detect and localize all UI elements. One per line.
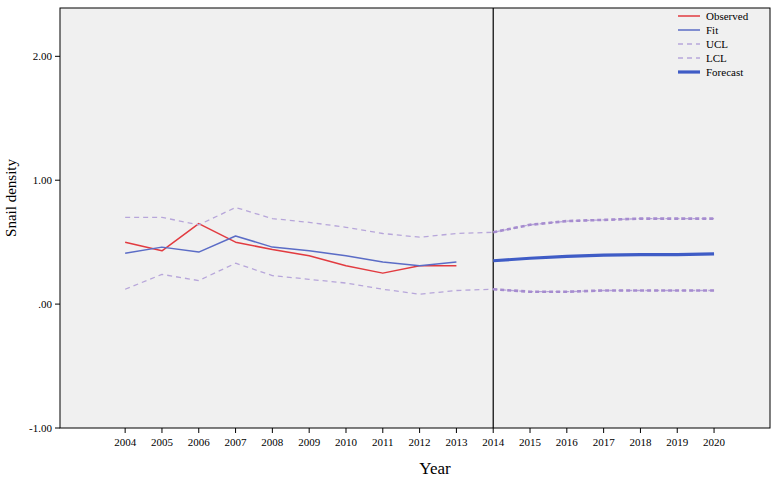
forecast-start-line (493, 8, 494, 428)
series-line (125, 263, 714, 294)
series-line (125, 207, 714, 237)
x-tick (566, 428, 567, 433)
y-tick-label: 1.00 (33, 174, 53, 186)
x-tick-label: 2018 (629, 436, 652, 448)
x-tick (419, 428, 420, 433)
forecast-bound-overlay (493, 219, 714, 233)
x-tick-label: 2017 (593, 436, 616, 448)
x-tick-label: 2006 (188, 436, 211, 448)
x-tick-label: 2005 (151, 436, 174, 448)
legend-label: Fit (706, 24, 718, 36)
legend-swatch (678, 57, 700, 58)
x-tick-label: 2020 (703, 436, 726, 448)
x-tick (456, 428, 457, 433)
x-tick-label: 2013 (445, 436, 468, 448)
series-line (125, 224, 456, 274)
y-axis-title: Snail density (3, 159, 19, 237)
y-tick (55, 428, 60, 429)
series-line (493, 254, 714, 261)
x-tick (309, 428, 310, 433)
legend-label: UCL (706, 38, 728, 50)
x-tick (235, 428, 236, 433)
x-tick-label: 2008 (261, 436, 284, 448)
chart: -1.00 .00 1.00 2.00 2004 2005 2006 2007 2008 2009… (0, 0, 777, 489)
x-tick (640, 428, 641, 433)
x-tick (382, 428, 383, 433)
series-line (125, 236, 456, 266)
x-tick (603, 428, 604, 433)
x-axis-title: Year (419, 459, 451, 478)
legend-swatch (678, 70, 700, 73)
legend-swatch (678, 43, 700, 44)
x-tick (530, 428, 531, 433)
y-tick (55, 56, 60, 57)
x-tick-label: 2010 (335, 436, 358, 448)
x-tick (198, 428, 199, 433)
x-tick-label: 2012 (409, 436, 431, 448)
x-tick (714, 428, 715, 433)
y-tick-label: .00 (38, 298, 52, 310)
x-tick-label: 2011 (372, 436, 394, 448)
x-tick (677, 428, 678, 433)
legend-label: Forecast (706, 66, 743, 78)
x-tick (161, 428, 162, 433)
x-tick-label: 2015 (519, 436, 542, 448)
y-tick-label: 2.00 (33, 50, 53, 62)
x-tick-label: 2019 (666, 436, 689, 448)
legend-swatch (678, 15, 700, 17)
legend-label: Observed (706, 10, 749, 22)
legend-label: LCL (706, 52, 727, 64)
y-tick (55, 180, 60, 181)
legend-swatch (678, 29, 700, 31)
legend: Observed Fit UCL LCL Forecast (678, 10, 749, 78)
x-tick-label: 2014 (482, 436, 505, 448)
x-tick (345, 428, 346, 433)
plot-marks (125, 8, 714, 428)
x-tick (125, 428, 126, 433)
plot-area (60, 8, 770, 428)
x-tick (493, 428, 494, 433)
y-tick (55, 304, 60, 305)
x-tick-label: 2016 (556, 436, 579, 448)
x-tick (272, 428, 273, 433)
x-tick-label: 2007 (225, 436, 248, 448)
x-tick-label: 2004 (114, 436, 137, 448)
x-tick-label: 2009 (298, 436, 321, 448)
forecast-bound-overlay (493, 289, 714, 291)
y-tick-label: -1.00 (29, 422, 52, 434)
